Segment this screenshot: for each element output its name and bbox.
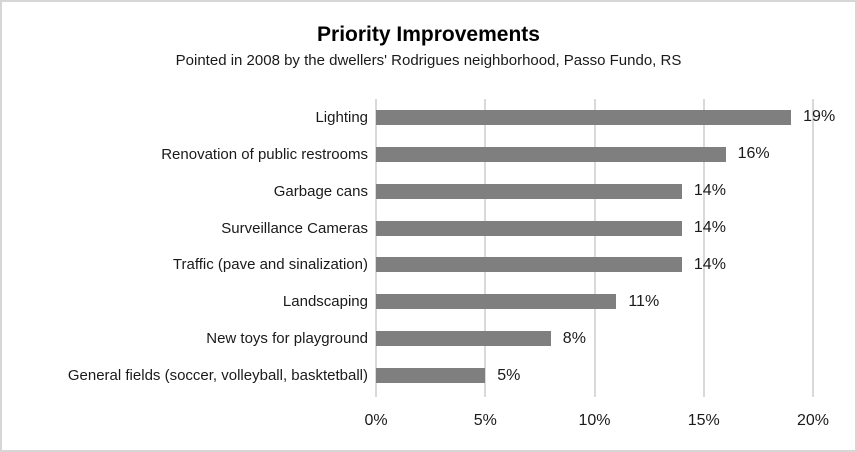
gridline bbox=[375, 99, 377, 397]
gridline bbox=[812, 99, 814, 397]
data-label: 19% bbox=[803, 108, 836, 126]
data-label: 11% bbox=[628, 292, 660, 310]
gridline bbox=[484, 99, 487, 397]
bar bbox=[376, 294, 617, 310]
category-label: General fields (soccer, volleyball, bask… bbox=[67, 367, 368, 385]
bar-row: 11% bbox=[376, 283, 813, 320]
bar bbox=[376, 368, 486, 384]
bar bbox=[376, 183, 682, 199]
data-label: 16% bbox=[737, 145, 770, 163]
bar-row: 5% bbox=[376, 357, 813, 394]
bar bbox=[376, 331, 551, 347]
category-label: Landscaping bbox=[282, 293, 368, 311]
x-axis-tick-label: 20% bbox=[796, 412, 830, 429]
bar-row: 16% bbox=[376, 136, 813, 173]
chart-title: Priority Improvements bbox=[317, 23, 540, 46]
bar-row: 14% bbox=[376, 247, 813, 284]
value-axis: 0% 5% 10% 15% 20% bbox=[364, 411, 829, 433]
category-axis: Lighting Renovation of public restrooms Ga… bbox=[2, 99, 368, 394]
plot-area: 19% 16% 14% 14% 14% 11% 8% 5% bbox=[375, 99, 835, 397]
bar bbox=[376, 146, 726, 162]
chart-subtitle: Pointed in 2008 by the dwellers' Rodrigu… bbox=[175, 52, 682, 69]
data-label: 8% bbox=[562, 329, 586, 347]
bar-row: 19% bbox=[376, 99, 835, 136]
category-label: New toys for playground bbox=[206, 330, 368, 348]
bar bbox=[376, 220, 682, 236]
bar bbox=[376, 257, 682, 273]
category-label: Lighting bbox=[315, 108, 368, 126]
category-label: Surveillance Cameras bbox=[221, 219, 368, 237]
gridline bbox=[702, 99, 705, 397]
category-label: Traffic (pave and sinalization) bbox=[172, 256, 368, 274]
x-axis-tick-label: 10% bbox=[578, 412, 611, 429]
x-axis-tick-label: 15% bbox=[687, 412, 720, 429]
gridline bbox=[593, 99, 596, 397]
data-label: 5% bbox=[497, 366, 521, 384]
data-label: 14% bbox=[693, 255, 726, 273]
category-label: Renovation of public restrooms bbox=[161, 145, 368, 163]
category-label: Garbage cans bbox=[273, 182, 368, 200]
data-label: 14% bbox=[693, 182, 726, 200]
bar bbox=[376, 109, 792, 125]
x-axis-tick-label: 0% bbox=[364, 412, 388, 429]
bar-row: 14% bbox=[376, 210, 813, 247]
x-axis-tick-label: 5% bbox=[473, 412, 497, 429]
bar-row: 8% bbox=[376, 320, 813, 357]
bar-row: 14% bbox=[376, 173, 813, 210]
data-label: 14% bbox=[693, 219, 726, 237]
